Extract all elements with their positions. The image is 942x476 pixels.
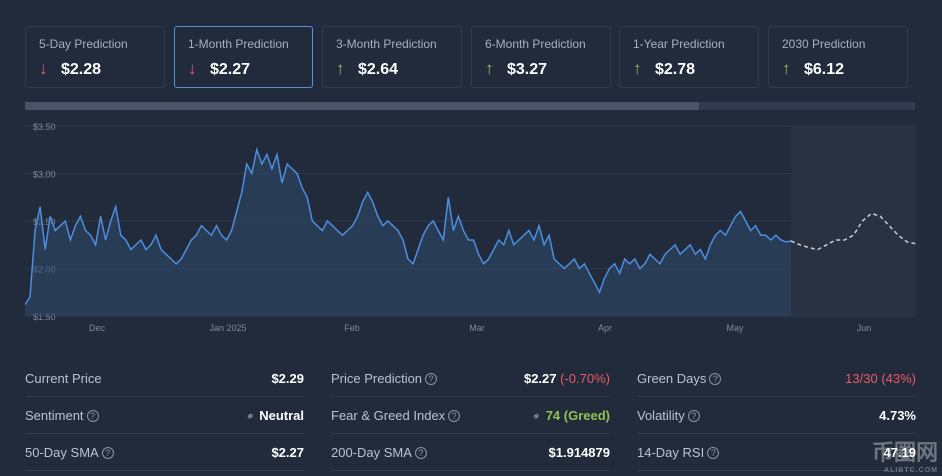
stat-label: 50-Day SMA: [25, 445, 99, 460]
card-value: $6.12: [804, 61, 845, 78]
help-icon[interactable]: ?: [86, 410, 99, 422]
stat-row-green-days: Green Days? 13/30 (43%): [637, 360, 916, 397]
card-value: $2.27: [210, 61, 251, 78]
stat-row-volatility: Volatility? 4.73%: [637, 397, 916, 434]
stat-row-sentiment: Sentiment? ⚭Neutral: [25, 397, 304, 434]
card-1-year[interactable]: 1-Year Prediction ↑ $2.78: [619, 26, 759, 88]
x-tick-label: Feb: [344, 323, 360, 333]
stat-value: $2.27: [271, 445, 304, 460]
stat-label: 200-Day SMA: [331, 445, 412, 460]
card-2030[interactable]: 2030 Prediction ↑ $6.12: [768, 26, 908, 88]
card-label: 3-Month Prediction: [336, 37, 437, 51]
card-6-month[interactable]: 6-Month Prediction ↑ $3.27: [471, 26, 611, 88]
card-value: $3.27: [507, 61, 548, 78]
stat-value: $1.914879: [548, 445, 610, 460]
card-value: $2.28: [61, 61, 102, 78]
card-3-month[interactable]: 3-Month Prediction ↑ $2.64: [322, 26, 462, 88]
x-tick-label: Apr: [598, 323, 612, 333]
help-icon[interactable]: ?: [707, 447, 720, 459]
stat-row-current-price: Current Price $2.29: [25, 360, 304, 397]
help-icon[interactable]: ?: [414, 447, 427, 459]
watermark-logo: 币圈网 ALIBTC.COM: [871, 440, 938, 474]
chart-range-scrollbar[interactable]: [25, 102, 915, 110]
y-tick-label: $1.50: [33, 312, 56, 322]
stat-label: Green Days: [637, 371, 707, 386]
prediction-cards: 5-Day Prediction ↓ $2.28 1-Month Predicti…: [25, 26, 908, 88]
stat-row-fear-greed: Fear & Greed Index? ⚭74 (Greed): [331, 397, 610, 434]
x-tick-label: May: [726, 323, 744, 333]
arrow-up-icon: ↑: [782, 59, 791, 78]
card-5-day[interactable]: 5-Day Prediction ↓ $2.28: [25, 26, 165, 88]
stat-label: Current Price: [25, 371, 102, 386]
stat-value: $2.29: [271, 371, 304, 386]
stat-value: 47.19: [883, 445, 916, 460]
stat-row-price-prediction: Price Prediction? $2.27 (-0.70%): [331, 360, 610, 397]
stat-value[interactable]: Neutral: [259, 408, 304, 423]
card-label: 6-Month Prediction: [485, 37, 586, 51]
price-area: [25, 149, 791, 316]
stat-value: 4.73%: [879, 408, 916, 423]
card-label: 1-Month Prediction: [188, 37, 289, 51]
x-tick-label: Jan 2025: [209, 323, 246, 333]
price-line: [25, 147, 792, 306]
arrow-up-icon: ↑: [336, 59, 345, 78]
forecast-shade: [791, 126, 916, 316]
stat-value: $2.27: [523, 371, 557, 386]
card-value: $2.78: [655, 61, 696, 78]
card-label: 1-Year Prediction: [633, 37, 725, 51]
scrollbar-thumb[interactable]: [25, 102, 699, 110]
stats-column-1: Current Price $2.29 Sentiment? ⚭Neutral …: [25, 360, 304, 471]
link-icon: ⚭: [529, 409, 545, 425]
stat-label: Sentiment: [25, 408, 84, 423]
help-icon[interactable]: ?: [101, 447, 114, 459]
stat-label: Volatility: [637, 408, 685, 423]
stat-label: Fear & Greed Index: [331, 408, 446, 423]
help-icon[interactable]: ?: [687, 410, 700, 422]
help-icon[interactable]: ?: [709, 373, 722, 385]
help-icon[interactable]: ?: [448, 410, 461, 422]
stat-row-200-day-sma: 200-Day SMA? $1.914879: [331, 434, 610, 471]
y-tick-label: $3.50: [33, 122, 56, 132]
stat-label: Price Prediction: [331, 371, 423, 386]
stat-value: 13/30 (43%): [845, 371, 916, 386]
link-icon: ⚭: [243, 409, 259, 425]
y-tick-label: $3.00: [33, 170, 56, 180]
stat-value[interactable]: 74 (Greed): [545, 408, 610, 423]
forecast-line: [790, 212, 916, 251]
card-label: 5-Day Prediction: [39, 37, 128, 51]
stat-label: 14-Day RSI: [637, 445, 705, 460]
x-tick-label: Dec: [89, 323, 106, 333]
arrow-up-icon: ↑: [485, 59, 494, 78]
x-tick-label: Jun: [857, 323, 872, 333]
stat-row-14-day-rsi: 14-Day RSI? 47.19: [637, 434, 916, 471]
stats-column-3: Green Days? 13/30 (43%) Volatility? 4.73…: [637, 360, 916, 471]
stat-row-50-day-sma: 50-Day SMA? $2.27: [25, 434, 304, 471]
stat-change: (-0.70%): [560, 371, 610, 386]
arrow-up-icon: ↑: [633, 59, 642, 78]
card-1-month[interactable]: 1-Month Prediction ↓ $2.27: [174, 26, 313, 88]
stats-column-2: Price Prediction? $2.27 (-0.70%) Fear & …: [331, 360, 610, 471]
arrow-down-icon: ↓: [188, 59, 197, 78]
arrow-down-icon: ↓: [39, 59, 48, 78]
x-tick-label: Mar: [469, 323, 485, 333]
help-icon[interactable]: ?: [425, 373, 438, 385]
card-label: 2030 Prediction: [782, 37, 866, 51]
card-value: $2.64: [358, 61, 399, 78]
y-tick-label: $2.50: [33, 217, 56, 227]
